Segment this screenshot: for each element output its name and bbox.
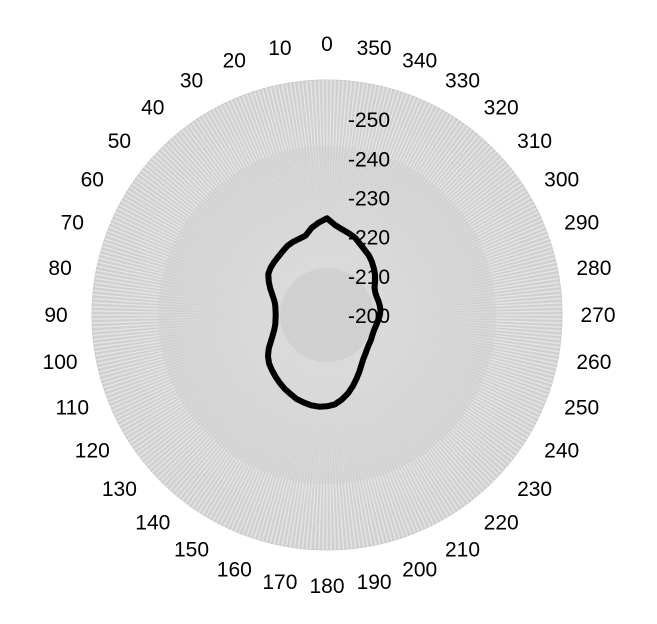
angle-tick-label: 200 [402,559,437,582]
angle-tick-label: 270 [580,304,615,327]
angle-tick-label: 150 [174,539,209,562]
angle-tick-label: 310 [517,130,552,153]
angle-tick-label: 220 [484,512,519,535]
angle-tick-label: 230 [517,478,552,501]
series-layer [265,215,384,410]
angle-tick-label: 280 [576,257,611,280]
radial-tick-labels: -200 -210 -220 -230 -240 -250 [348,109,390,328]
angle-tick-label: 0 [321,33,333,56]
angle-tick-label: 350 [357,37,392,60]
radial-tick-label: -250 [348,109,390,132]
radial-tick-label: -220 [348,227,390,250]
angle-tick-label: 180 [309,575,344,598]
angle-tick-label: 210 [445,539,480,562]
radial-tick-label: -230 [348,188,390,211]
angle-tick-label: 300 [544,169,579,192]
angle-tick-label: 40 [141,96,164,119]
angle-tick-label: 160 [217,559,252,582]
angle-tick-label: 190 [357,571,392,594]
angle-tick-label: 100 [43,351,78,374]
radial-tick-label: -210 [348,266,390,289]
angle-tick-label: 240 [544,440,579,463]
angle-tick-label: 170 [262,571,297,594]
inner-shading [157,145,497,485]
angle-tick-label: 70 [61,211,84,234]
angle-tick-label: 320 [484,96,519,119]
angle-tick-label: 60 [81,169,104,192]
series-line-0 [265,215,384,410]
angle-tick-label: 290 [564,211,599,234]
angular-gridlines [92,80,562,550]
angle-tick-label: 90 [44,304,67,327]
angle-tick-label: 250 [564,397,599,420]
angle-tick-label: 330 [445,69,480,92]
angle-tick-label: 340 [402,49,437,72]
angle-tick-label: 50 [108,130,131,153]
angle-tick-label: 20 [223,49,246,72]
angle-tick-label: 80 [48,257,71,280]
radial-tick-label: -240 [348,148,390,171]
angle-tick-label: 130 [102,478,137,501]
angle-tick-label: 30 [180,69,203,92]
angle-tick-label: 10 [268,37,291,60]
radial-tick-label: -200 [348,305,390,328]
angle-tick-label: 260 [576,351,611,374]
angle-tick-label: 110 [56,397,89,420]
angle-tick-label: 140 [135,512,170,535]
angle-tick-label: 120 [75,440,110,463]
